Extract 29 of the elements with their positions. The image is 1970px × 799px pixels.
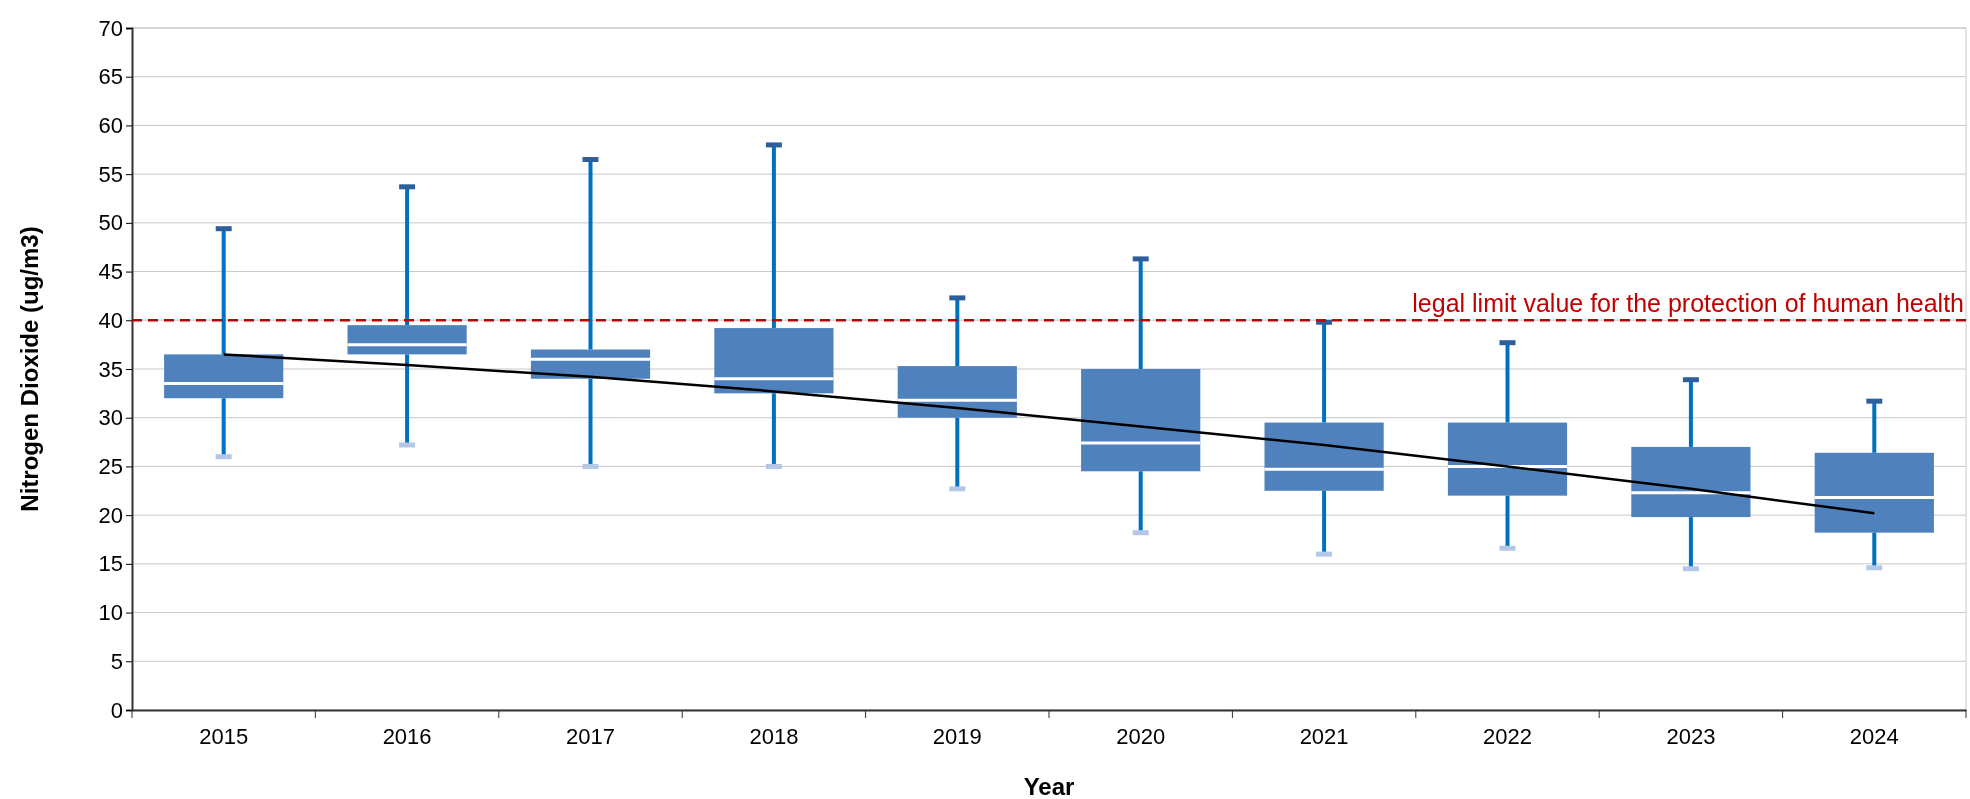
y-tick-label: 30 bbox=[98, 405, 123, 431]
y-tick-label: 35 bbox=[98, 356, 123, 382]
y-axis-title: Nitrogen Dioxide (ug/m3) bbox=[16, 226, 43, 512]
y-tick-label: 60 bbox=[98, 112, 123, 138]
x-tick-label: 2020 bbox=[1116, 723, 1166, 749]
y-tick-label: 45 bbox=[98, 259, 123, 285]
y-tick-label: 25 bbox=[98, 453, 123, 479]
ref-line-label: legal limit value for the protection of human health bbox=[1412, 289, 1964, 318]
y-tick-label: 50 bbox=[98, 210, 123, 236]
x-tick-label: 2021 bbox=[1299, 723, 1349, 749]
y-tick-label: 5 bbox=[110, 648, 123, 674]
y-tick-label: 10 bbox=[98, 600, 123, 626]
y-tick-label: 65 bbox=[98, 64, 123, 90]
x-tick-label: 2019 bbox=[932, 723, 982, 749]
y-tick-label: 70 bbox=[98, 15, 123, 41]
x-axis-title: Year bbox=[1023, 773, 1075, 799]
x-tick-label: 2016 bbox=[382, 723, 432, 749]
x-tick-label: 2018 bbox=[749, 723, 799, 749]
y-tick-label: 0 bbox=[110, 697, 123, 723]
line-series bbox=[222, 353, 1876, 515]
y-tick-label: 20 bbox=[98, 502, 123, 528]
y-tick-label: 40 bbox=[98, 307, 123, 333]
y-tick-label: 55 bbox=[98, 161, 123, 187]
x-tick-label: 2015 bbox=[199, 723, 249, 749]
x-tick-label: 2024 bbox=[1849, 723, 1899, 749]
x-tick-label: 2023 bbox=[1666, 723, 1716, 749]
y-tick-label: 15 bbox=[98, 551, 123, 577]
x-tick-label: 2017 bbox=[566, 723, 615, 749]
x-tick-label: 2022 bbox=[1483, 723, 1532, 749]
